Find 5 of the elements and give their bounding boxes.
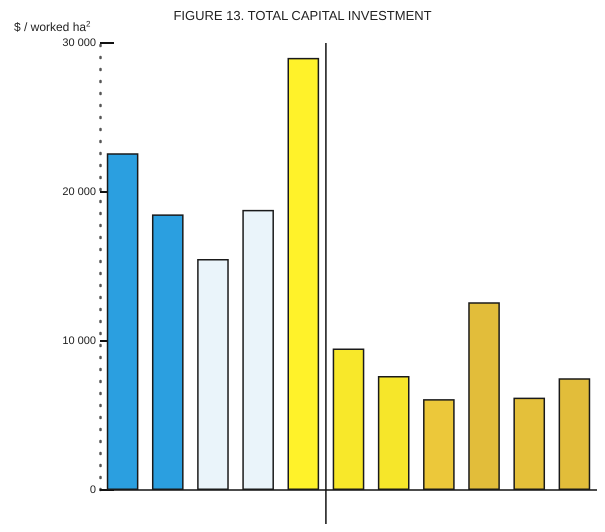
y-tick-label: 20 000 <box>62 186 96 198</box>
y-tick-label: 10 000 <box>62 335 96 347</box>
y-tick-label: 0 <box>90 484 96 496</box>
y-tick-label: 30 000 <box>62 37 96 49</box>
chart-title: FIGURE 13. TOTAL CAPITAL INVESTMENT <box>173 8 432 23</box>
